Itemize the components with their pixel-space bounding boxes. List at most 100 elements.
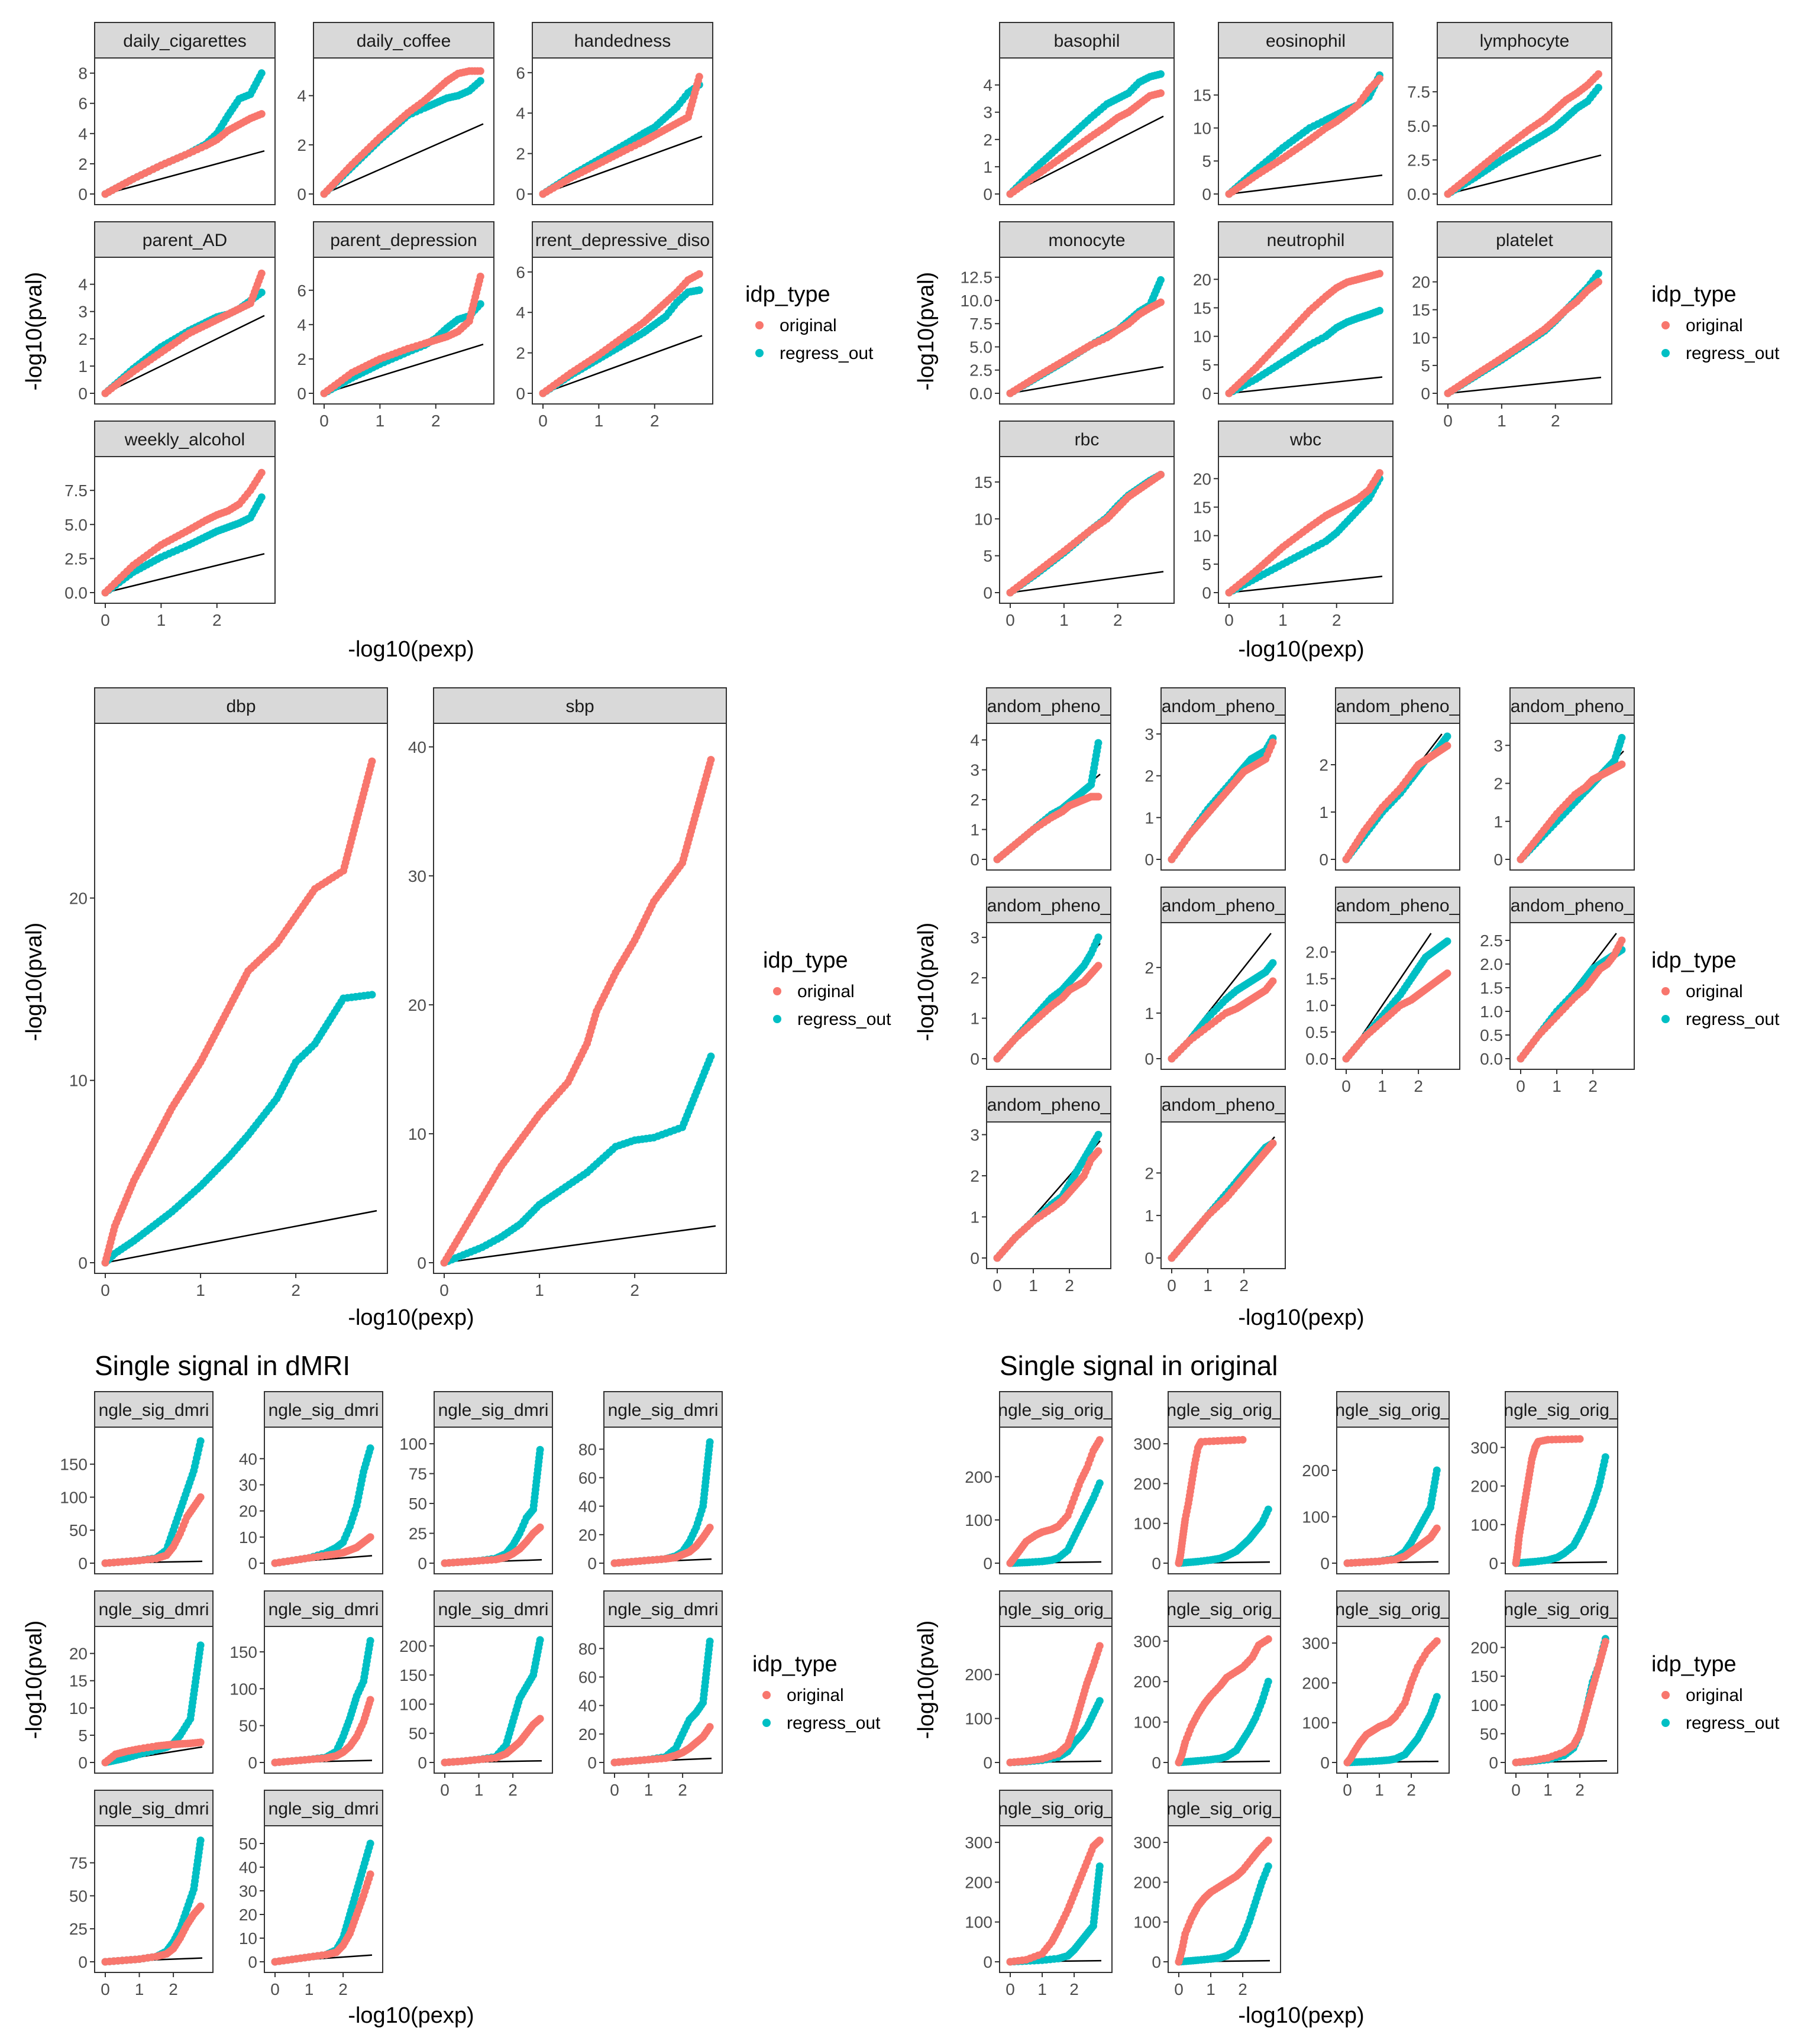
facet-label: handedness [574, 31, 671, 51]
x-tick-label: 2 [1113, 611, 1123, 629]
y-tick-label: 0 [418, 1554, 427, 1573]
original-point [707, 756, 715, 764]
y-tick-label: 0 [516, 185, 525, 203]
facet-strip [94, 421, 276, 457]
y-tick-label: 20 [239, 1906, 257, 1924]
facet-label: ngle_sig_orig_ [1504, 1401, 1619, 1420]
x-tick-label: 2 [169, 1980, 178, 1998]
y-tick-label: 5 [1202, 356, 1211, 374]
original-point [536, 1523, 544, 1531]
y-tick-label: 0 [970, 1050, 979, 1068]
y-tick-label: 5.0 [64, 516, 88, 534]
y-tick-label: 1 [983, 158, 992, 176]
y-tick-label: 1 [1144, 808, 1154, 827]
y-tick-label: 150 [399, 1666, 427, 1684]
facet-label: ngle_sig_orig_ [998, 1600, 1114, 1619]
y-tick-label: 20 [239, 1502, 257, 1521]
facet-strip [94, 1590, 214, 1627]
y-tick-label: 10 [1193, 328, 1211, 346]
y-tick-label: 5 [983, 547, 992, 565]
y-tick-label: 75 [69, 1854, 88, 1872]
y-tick-label: 4 [516, 303, 525, 322]
y-tick-label: 0.5 [1305, 1023, 1328, 1042]
regress_out-point [1094, 933, 1103, 942]
qq-panel: andom_pheno_0.00.51.01.52.00 1 2 [1305, 887, 1460, 1095]
facet-label: neutrophil [1267, 231, 1345, 250]
facet-label: weekly_alcohol [124, 430, 245, 449]
facet-label: andom_pheno_ [1336, 896, 1460, 916]
y-tick-label: 150 [229, 1643, 257, 1661]
regress_out-point [1375, 306, 1383, 315]
original-point [1618, 760, 1626, 768]
facet-label: eosinophil [1266, 31, 1346, 51]
legend-key-original [1661, 321, 1670, 329]
regress_out-point [196, 1641, 205, 1650]
facet-label: andom_pheno_ [1336, 697, 1460, 716]
y-tick-label: 3 [970, 761, 979, 780]
y-tick-label: 20 [69, 889, 88, 907]
y-tick-label: 15 [1412, 301, 1430, 319]
x-tick-label: 2 [338, 1980, 348, 1998]
panel-frame [1168, 1427, 1281, 1574]
y-tick-label: 0 [78, 1953, 88, 1971]
y-tick-label: 0.0 [1305, 1050, 1328, 1068]
x-tick-label: 0 [101, 1980, 110, 1998]
y-tick-label: 0 [1421, 384, 1430, 403]
y-tick-label: 0.5 [1480, 1026, 1503, 1044]
y-tick-label: 2 [516, 145, 525, 163]
x-axis-title: -log10(pexp) [1238, 1305, 1364, 1330]
x-tick-label: 2 [1414, 1077, 1423, 1095]
panel-frame [999, 1626, 1113, 1774]
original-point [257, 269, 266, 277]
y-tick-label: 3 [1493, 736, 1503, 755]
y-tick-label: 25 [409, 1525, 427, 1543]
x-tick-label: 0 [1341, 1077, 1351, 1095]
x-tick-label: 2 [431, 412, 441, 430]
y-tick-label: 2 [970, 969, 979, 987]
y-tick-label: 50 [69, 1521, 88, 1540]
y-tick-label: 0 [587, 1754, 597, 1772]
facet-strip [94, 22, 276, 59]
facet-label: ngle_sig_dmri [269, 1401, 379, 1420]
legend-title: idp_type [752, 1652, 838, 1677]
regress_out-point [257, 288, 266, 296]
x-tick-label: 1 [474, 1781, 484, 1799]
original-point [706, 1723, 714, 1731]
y-tick-label: 60 [578, 1469, 597, 1487]
x-tick-label: 0 [992, 1276, 1002, 1295]
y-tick-label: 60 [578, 1668, 597, 1686]
x-axis-title: -log10(pexp) [1238, 637, 1364, 662]
facet-strip [1509, 687, 1635, 724]
y-tick-label: 4 [297, 87, 306, 105]
regress_out-point [1094, 1130, 1103, 1139]
y-tick-label: 10 [1193, 527, 1211, 545]
facet-label: ngle_sig_orig_ [1335, 1401, 1451, 1420]
original-point [1156, 298, 1165, 306]
panel-frame [94, 723, 388, 1274]
x-tick-label: 2 [1239, 1276, 1249, 1295]
x-tick-label: 0 [610, 1781, 619, 1799]
y-tick-label: 0 [1320, 1554, 1330, 1573]
y-tick-label: 20 [1412, 273, 1430, 292]
y-tick-label: 10 [1193, 119, 1211, 137]
chart-group-2: basophil01234eosinophil051015lymphocyte0… [914, 22, 1780, 662]
original-point [196, 1902, 205, 1910]
y-tick-label: 1 [1493, 813, 1503, 831]
y-tick-label: 1 [970, 1208, 979, 1226]
y-tick-label: 0 [587, 1554, 597, 1573]
reference-line [1228, 575, 1383, 594]
y-tick-label: 1.5 [1480, 979, 1503, 997]
facet-strip [1336, 1391, 1450, 1428]
y-tick-label: 0 [248, 1754, 257, 1772]
facet-strip [264, 1391, 383, 1428]
